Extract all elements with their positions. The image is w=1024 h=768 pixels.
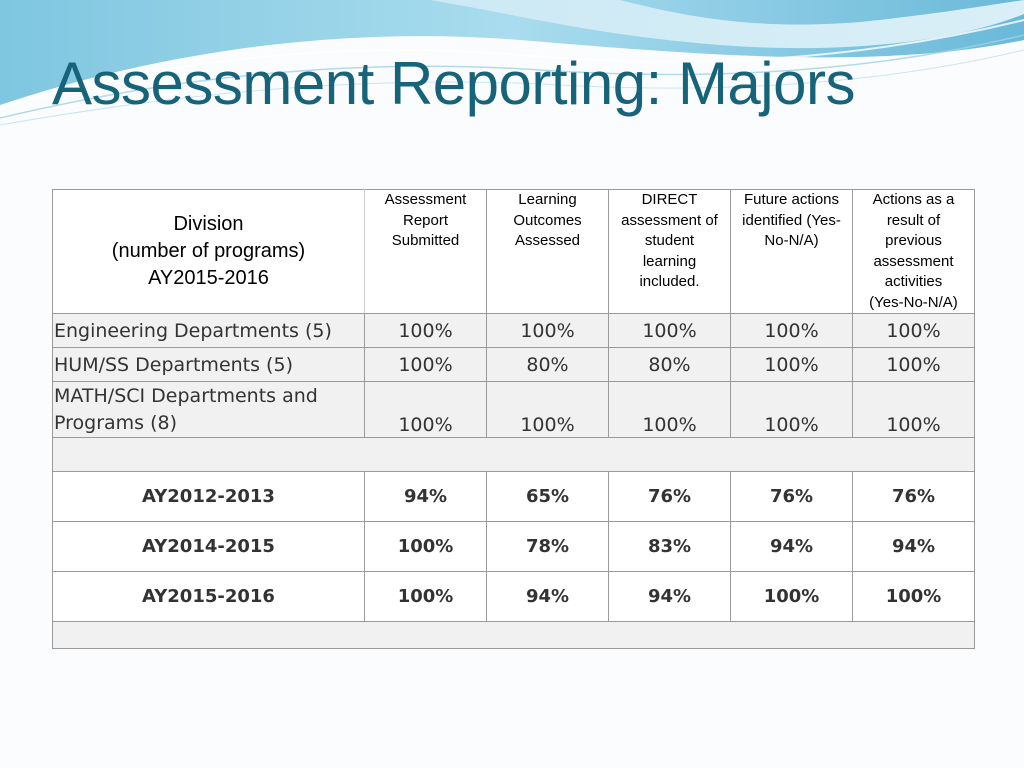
summary-cell: 65% (486, 471, 609, 522)
summary-row: AY2012-2013 94% 65% 76% 76% 76% (52, 471, 975, 522)
header-line: learning (642, 252, 697, 270)
summary-cell: 100% (852, 571, 975, 622)
header-line: Assessed (514, 232, 581, 249)
header-row: Division (number of programs) AY2015-201… (52, 189, 975, 314)
header-line: Submitted (391, 232, 460, 249)
summary-cell: 76% (608, 471, 731, 522)
header-line: student (644, 232, 695, 249)
table-cell: 100% (364, 381, 487, 438)
summary-cell: 100% (730, 571, 853, 622)
header-line: assessment (873, 252, 954, 270)
header-line: (Yes-No-N/A) (869, 293, 958, 311)
column-header-outcomes-assessed: Learning Outcomes Assessed (486, 189, 609, 314)
header-wave-decoration (0, 0, 1024, 126)
summary-label: AY2015-2016 (52, 571, 365, 622)
header-line: activities (884, 273, 943, 290)
row-label: Engineering Departments (5) (52, 313, 365, 348)
summary-label: AY2014-2015 (52, 521, 365, 572)
table-spacer-row (52, 437, 975, 472)
table-cell: 100% (730, 381, 853, 438)
summary-cell: 78% (486, 521, 609, 572)
division-header-line: AY2015-2016 (148, 267, 269, 289)
summary-label: AY2012-2013 (52, 471, 365, 522)
row-label: MATH/SCI Departments and Programs (8) (52, 381, 365, 438)
column-header-direct-assessment: DIRECT assessment of student learning in… (608, 189, 731, 314)
header-line: No-N/A) (764, 232, 819, 249)
spacer-cell (52, 621, 975, 649)
header-line: included. (639, 273, 700, 290)
table-row: HUM/SS Departments (5) 100% 80% 80% 100%… (52, 347, 975, 382)
table-spacer-row (52, 621, 975, 649)
summary-cell: 76% (730, 471, 853, 522)
header-line: previous (885, 232, 942, 249)
spacer-cell (52, 437, 975, 472)
summary-cell: 94% (852, 521, 975, 572)
division-header-line: (number of programs) (111, 240, 306, 262)
summary-cell: 94% (730, 521, 853, 572)
header-line: assessment of (621, 211, 718, 229)
summary-cell: 100% (364, 571, 487, 622)
table-cell: 100% (486, 313, 609, 348)
column-header-future-actions: Future actions identified (Yes- No-N/A) (730, 189, 853, 314)
table-cell: 100% (608, 381, 731, 438)
column-header-report-submitted: Assessment Report Submitted (364, 189, 487, 314)
summary-row: AY2015-2016 100% 94% 94% 100% 100% (52, 571, 975, 622)
table-cell: 100% (852, 381, 975, 438)
table-cell: 100% (730, 347, 853, 382)
header-line: Actions as a (872, 191, 955, 208)
table-row: Engineering Departments (5) 100% 100% 10… (52, 313, 975, 348)
table-cell: 100% (364, 313, 487, 348)
header-line: Report (402, 211, 449, 229)
division-header: Division (number of programs) AY2015-201… (52, 189, 365, 314)
summary-row: AY2014-2015 100% 78% 83% 94% 94% (52, 521, 975, 572)
table-cell: 100% (486, 381, 609, 438)
summary-cell: 94% (608, 571, 731, 622)
header-line: result of (886, 211, 941, 229)
division-header-line: Division (173, 213, 244, 235)
header-line: Outcomes (513, 211, 582, 229)
column-header-actions-result: Actions as a result of previous assessme… (852, 189, 975, 314)
header-line: DIRECT (641, 191, 698, 208)
table-cell: 100% (364, 347, 487, 382)
table-cell: 100% (852, 313, 975, 348)
table-cell: 100% (730, 313, 853, 348)
header-line: Learning (518, 191, 577, 208)
summary-cell: 100% (364, 521, 487, 572)
header-line: Assessment (384, 191, 467, 208)
table-cell: 100% (608, 313, 731, 348)
slide-title: Assessment Reporting: Majors (52, 50, 855, 117)
header-line: Future actions (743, 191, 840, 208)
summary-cell: 94% (486, 571, 609, 622)
row-label: HUM/SS Departments (5) (52, 347, 365, 382)
summary-cell: 76% (852, 471, 975, 522)
assessment-table: Division (number of programs) AY2015-201… (52, 189, 975, 649)
header-line: identified (Yes- (742, 211, 841, 229)
table-cell: 80% (608, 347, 731, 382)
table-cell: 100% (852, 347, 975, 382)
summary-cell: 83% (608, 521, 731, 572)
summary-cell: 94% (364, 471, 487, 522)
table-cell: 80% (486, 347, 609, 382)
table-row: MATH/SCI Departments and Programs (8) 10… (52, 381, 975, 438)
